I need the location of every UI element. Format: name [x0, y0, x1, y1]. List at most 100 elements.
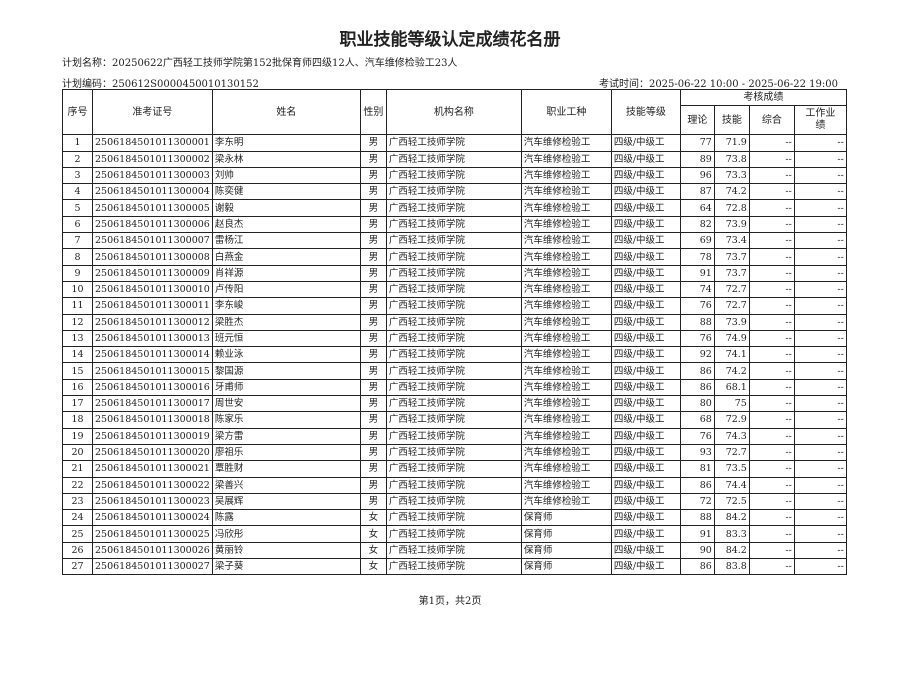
cell-skill: 83.3 [713, 525, 750, 543]
cell-name: 梁善兴 [211, 476, 361, 494]
cell-theory: 89 [679, 150, 715, 168]
table-row: 16 2506184501011300016 牙甫师男广西轻工技师学院 汽车维修检验工… [62, 378, 847, 397]
cell-overall: -- [748, 427, 795, 445]
cell-skill: 73.9 [713, 215, 750, 234]
cell-ticket: 2506184501011300016 [92, 378, 213, 397]
cell-skill: 72.9 [713, 411, 750, 429]
cell-skill: 72.7 [713, 280, 750, 299]
table-row: 12 2506184501011300012 梁胜杰男广西轻工技师学院 汽车维修检验工… [62, 313, 847, 331]
cell-level: 四级/中级工 [610, 346, 681, 364]
cell-org: 广西轻工技师学院 [385, 378, 522, 397]
cell-gender: 女 [359, 525, 387, 543]
cell-seq: 21 [62, 460, 93, 478]
cell-theory: 69 [679, 232, 715, 250]
cell-level: 四级/中级工 [610, 443, 681, 462]
cell-work: -- [793, 476, 847, 494]
table-row: 13 2506184501011300013 班元恒男广西轻工技师学院 汽车维修检验工… [62, 329, 847, 348]
cell-seq: 3 [62, 166, 93, 185]
cell-skill: 83.8 [713, 558, 750, 576]
cell-gender: 女 [359, 541, 387, 560]
cell-skill: 68.1 [713, 378, 750, 397]
cell-job: 汽车维修检验工 [520, 329, 612, 348]
cell-work: -- [793, 264, 847, 282]
cell-ticket: 2506184501011300012 [92, 313, 213, 331]
table-row: 24 2506184501011300024 陈露女广西轻工技师学院 保育师 四级/中级… [62, 509, 847, 527]
cell-ticket: 2506184501011300017 [92, 395, 213, 413]
table-row: 9 2506184501011300009 肖祥源男广西轻工技师学院 汽车维修检验工四… [62, 264, 847, 282]
cell-theory: 77 [679, 134, 715, 152]
cell-seq: 23 [62, 492, 93, 511]
cell-theory: 81 [679, 460, 715, 478]
cell-skill: 74.4 [713, 476, 750, 494]
cell-job: 汽车维修检验工 [520, 248, 612, 266]
cell-org: 广西轻工技师学院 [385, 280, 522, 299]
cell-org: 广西轻工技师学院 [385, 541, 522, 560]
cell-name: 梁胜杰 [211, 313, 361, 331]
cell-name: 肖祥源 [211, 264, 361, 282]
cell-skill: 74.2 [713, 183, 750, 201]
cell-name: 陈露 [211, 509, 361, 527]
cell-level: 四级/中级工 [610, 280, 681, 299]
cell-overall: -- [748, 346, 795, 364]
cell-skill: 72.7 [713, 297, 750, 315]
cell-level: 四级/中级工 [610, 199, 681, 217]
cell-overall: -- [748, 248, 795, 266]
table-row: 22 2506184501011300022 梁善兴男广西轻工技师学院 汽车维修检验工… [62, 476, 847, 494]
cell-org: 广西轻工技师学院 [385, 427, 522, 445]
cell-org: 广西轻工技师学院 [385, 134, 522, 152]
cell-name: 冯欣彤 [211, 525, 361, 543]
cell-seq: 16 [62, 378, 93, 397]
cell-org: 广西轻工技师学院 [385, 492, 522, 511]
table-row: 17 2506184501011300017 周世安男广西轻工技师学院 汽车维修检验工… [62, 395, 847, 413]
cell-seq: 18 [62, 411, 93, 429]
exam-time: 考试时间：2025-06-22 10:00 - 2025-06-22 19:00 [598, 79, 838, 90]
cell-seq: 19 [62, 427, 93, 445]
cell-seq: 20 [62, 443, 93, 462]
cell-org: 广西轻工技师学院 [385, 346, 522, 364]
cell-seq: 5 [62, 199, 93, 217]
cell-gender: 男 [359, 427, 387, 445]
cell-gender: 女 [359, 509, 387, 527]
cell-skill: 74.3 [713, 427, 750, 445]
cell-ticket: 2506184501011300026 [92, 541, 213, 560]
cell-name: 廖祖乐 [211, 443, 361, 462]
cell-job: 汽车维修检验工 [520, 280, 612, 299]
table-row: 18 2506184501011300018 陈家乐男广西轻工技师学院 汽车维修检验工… [62, 411, 847, 429]
cell-level: 四级/中级工 [610, 395, 681, 413]
cell-job: 汽车维修检验工 [520, 199, 612, 217]
cell-work: -- [793, 297, 847, 315]
cell-seq: 10 [62, 280, 93, 299]
cell-job: 汽车维修检验工 [520, 476, 612, 494]
cell-theory: 88 [679, 313, 715, 331]
page-indicator: 第1页，共2页 [418, 596, 482, 607]
cell-level: 四级/中级工 [610, 313, 681, 331]
cell-overall: -- [748, 492, 795, 511]
table-row: 15 2506184501011300015 黎国源男广西轻工技师学院 汽车维修检验工… [62, 362, 847, 380]
cell-job: 汽车维修检验工 [520, 232, 612, 250]
cell-gender: 男 [359, 297, 387, 315]
cell-theory: 96 [679, 166, 715, 185]
cell-work: -- [793, 346, 847, 364]
cell-seq: 24 [62, 509, 93, 527]
cell-ticket: 2506184501011300001 [92, 134, 213, 152]
cell-name: 覃胜财 [211, 460, 361, 478]
cell-job: 汽车维修检验工 [520, 492, 612, 511]
cell-seq: 11 [62, 297, 93, 315]
cell-gender: 男 [359, 215, 387, 234]
cell-theory: 92 [679, 346, 715, 364]
cell-seq: 4 [62, 183, 93, 201]
cell-ticket: 2506184501011300008 [92, 248, 213, 266]
cell-gender: 男 [359, 346, 387, 364]
cell-job: 汽车维修检验工 [520, 297, 612, 315]
cell-level: 四级/中级工 [610, 134, 681, 152]
cell-seq: 13 [62, 329, 93, 348]
cell-gender: 男 [359, 166, 387, 185]
cell-gender: 男 [359, 264, 387, 282]
cell-theory: 82 [679, 215, 715, 234]
header-ticket: 准考证号 [92, 88, 213, 136]
cell-theory: 76 [679, 297, 715, 315]
cell-overall: -- [748, 558, 795, 576]
cell-skill: 73.4 [713, 232, 750, 250]
cell-level: 四级/中级工 [610, 264, 681, 282]
cell-work: -- [793, 248, 847, 266]
